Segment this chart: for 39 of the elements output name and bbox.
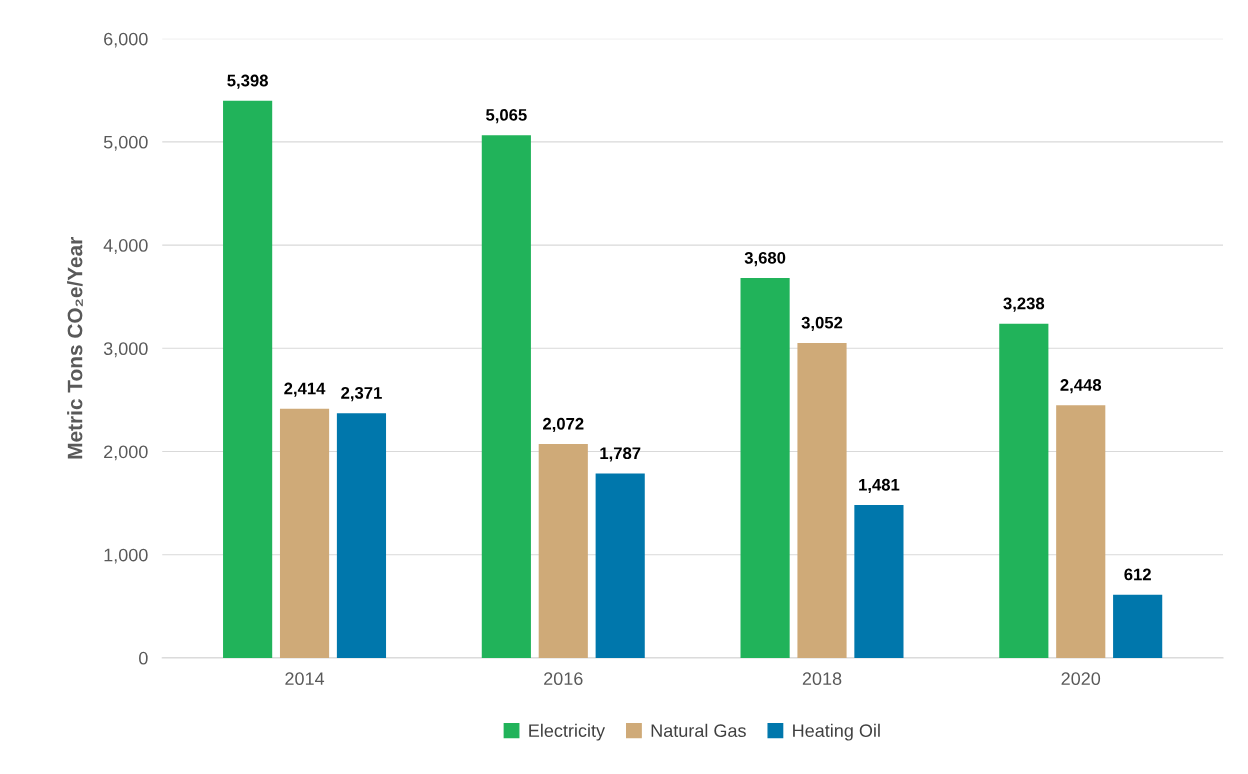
x-tick-label: 2014 <box>285 672 325 686</box>
bar <box>481 135 531 658</box>
y-tick-label: 1,000 <box>104 548 148 564</box>
bar <box>538 444 588 658</box>
data-label: 5,398 <box>227 74 268 89</box>
legend-label: Heating Oil <box>793 723 880 741</box>
legend-label: Natural Gas <box>651 723 746 738</box>
data-label: 2,072 <box>543 417 584 433</box>
data-label: 3,680 <box>744 251 786 267</box>
x-tick-label: 2016 <box>544 672 583 686</box>
bar <box>279 408 330 658</box>
y-axis-title: Metric Tons CO₂e/Year <box>67 237 83 459</box>
y-tick-label: 3,000 <box>103 342 148 358</box>
legend-label: Electricity <box>529 723 606 741</box>
data-label: 2,448 <box>1060 379 1102 394</box>
bar <box>854 505 904 658</box>
data-label: 3,052 <box>801 316 843 331</box>
bar <box>1056 405 1106 658</box>
bar <box>797 342 847 658</box>
data-label: 3,238 <box>1003 297 1045 312</box>
bar <box>1113 594 1163 658</box>
data-label: 1,787 <box>600 447 641 462</box>
bar <box>740 278 790 658</box>
data-label: 5,065 <box>486 108 527 124</box>
y-tick-label: 2,000 <box>104 445 148 461</box>
bar <box>223 100 273 658</box>
data-label: 2,414 <box>284 382 326 397</box>
bar <box>999 323 1049 658</box>
y-tick-label: 0 <box>139 651 148 665</box>
y-tick-label: 6,000 <box>104 32 148 48</box>
bar <box>336 413 387 658</box>
data-label: 1,481 <box>859 478 900 494</box>
data-label: 612 <box>1124 568 1151 581</box>
x-tick-label: 2018 <box>802 672 842 686</box>
data-label: 2,371 <box>341 387 382 402</box>
x-tick-label: 2020 <box>1061 672 1101 686</box>
y-tick-label: 4,000 <box>103 239 148 254</box>
bar <box>595 473 645 658</box>
y-tick-label: 5,000 <box>103 135 148 151</box>
